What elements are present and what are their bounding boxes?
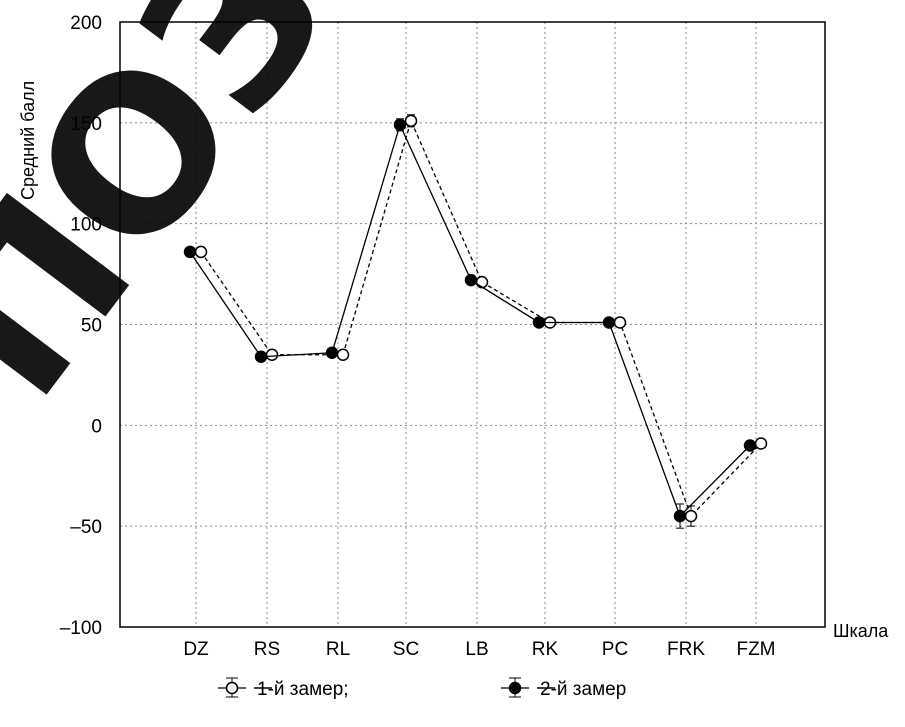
legend-item-series-2: 2-й замер bbox=[501, 677, 626, 700]
x-tick-label: RK bbox=[532, 639, 559, 660]
y-tick-label: 50 bbox=[81, 316, 102, 337]
y-tick-label: 0 bbox=[91, 416, 102, 437]
open-circle-marker bbox=[265, 348, 279, 361]
legend-symbol-open-circle bbox=[218, 677, 272, 698]
legend-symbol-filled-circle bbox=[501, 677, 555, 698]
legend: 1-й замер; 2-й замер bbox=[218, 677, 626, 700]
open-circle-marker bbox=[613, 316, 627, 329]
open-circle-marker bbox=[336, 348, 350, 361]
x-axis-title: Шкала bbox=[833, 621, 889, 641]
x-tick-label: DZ bbox=[183, 639, 209, 660]
open-circle-marker bbox=[754, 437, 768, 450]
x-tick-label: FRK bbox=[667, 639, 705, 660]
plot-frame bbox=[119, 21, 826, 628]
filled-circle-marker bbox=[673, 509, 687, 523]
x-tick-label: FZM bbox=[736, 639, 775, 660]
open-circle-marker bbox=[194, 245, 208, 259]
open-circle-marker bbox=[684, 509, 698, 523]
filled-circle-marker bbox=[602, 316, 616, 329]
x-tick-label: RS bbox=[254, 639, 280, 660]
legend-open-circle bbox=[225, 681, 239, 695]
filled-circle-marker bbox=[393, 118, 407, 132]
y-tick-labels: 200 150 100 50 0 –50 –100 bbox=[60, 13, 102, 639]
series-line bbox=[200, 118, 762, 518]
y-tick-label: 200 bbox=[70, 13, 102, 34]
legend-label-series-1: 1-й замер; bbox=[257, 679, 349, 700]
y-tick-label: –50 bbox=[70, 517, 102, 538]
x-tick-label: RL bbox=[326, 639, 350, 660]
legend-filled-circle bbox=[508, 681, 522, 695]
filled-circle-marker bbox=[183, 245, 197, 259]
filled-circle-marker bbox=[532, 316, 546, 329]
grid-lines bbox=[120, 22, 825, 627]
filled-circle-marker bbox=[464, 273, 478, 287]
series-2 bbox=[183, 118, 757, 529]
legend-label-series-2: 2-й замер bbox=[540, 679, 626, 700]
y-tick-label: 150 bbox=[70, 114, 102, 135]
open-circle-marker bbox=[404, 114, 418, 128]
open-circle-marker bbox=[475, 275, 489, 289]
x-tick-label: SC bbox=[393, 639, 419, 660]
y-axis-title: Средний балл bbox=[18, 81, 38, 200]
filled-circle-marker bbox=[325, 346, 339, 359]
x-tick-labels: DZ RS RL SC LB RK PC FRK FZM bbox=[183, 639, 775, 660]
series-group bbox=[183, 114, 768, 529]
series-line bbox=[189, 123, 751, 518]
filled-circle-marker bbox=[743, 439, 757, 452]
y-tick-label: 100 bbox=[70, 215, 102, 236]
filled-circle-marker bbox=[254, 350, 268, 364]
series-1 bbox=[194, 114, 768, 527]
x-tick-label: LB bbox=[465, 639, 488, 660]
y-tick-label: –100 bbox=[60, 618, 102, 639]
legend-item-series-1: 1-й замер; bbox=[218, 677, 349, 700]
x-tick-label: PC bbox=[602, 639, 628, 660]
